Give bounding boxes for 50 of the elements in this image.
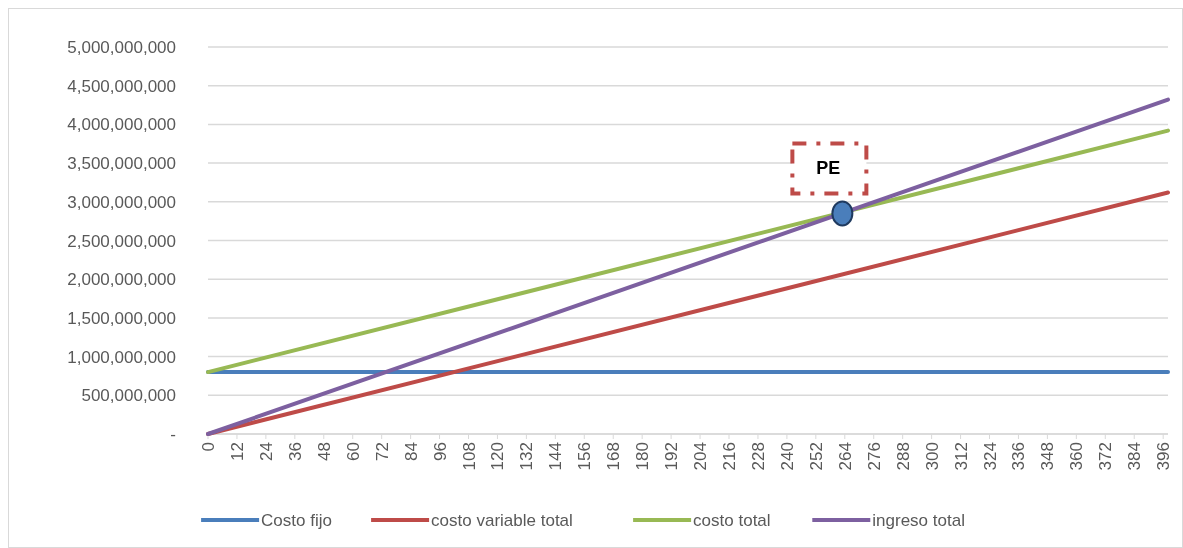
x-tick-label: 108: [459, 442, 479, 471]
x-tick-label: 276: [864, 442, 884, 471]
x-tick-label: 324: [980, 442, 1000, 471]
x-tick-label: 240: [777, 442, 797, 471]
x-tick-label: 360: [1067, 442, 1087, 471]
x-tick-label: 396: [1154, 442, 1174, 471]
y-tick-label: 2,500,000,000: [67, 231, 176, 251]
y-tick-label: 2,000,000,000: [67, 270, 176, 290]
x-tick-label: 300: [922, 442, 942, 471]
x-tick-label: 348: [1038, 442, 1058, 471]
x-tick-label: 204: [691, 442, 711, 471]
y-tick-label: 3,000,000,000: [67, 192, 176, 212]
y-tick-label: 1,500,000,000: [67, 308, 176, 328]
x-tick-label: 12: [227, 442, 247, 461]
x-tick-label: 144: [546, 442, 566, 471]
x-tick-label: 168: [604, 442, 624, 471]
x-tick-label: 312: [951, 442, 971, 471]
x-tick-label: 96: [430, 442, 450, 461]
y-tick-label: 4,500,000,000: [67, 76, 176, 96]
y-tick-label: 3,500,000,000: [67, 154, 176, 174]
x-tick-label: 264: [835, 442, 855, 471]
legend-label: costo total: [693, 511, 771, 530]
y-tick-label: 4,000,000,000: [67, 115, 176, 135]
x-tick-label: 288: [893, 442, 913, 471]
x-tick-label: 120: [488, 442, 508, 471]
y-tick-label: -: [170, 425, 176, 444]
x-tick-label: 336: [1009, 442, 1029, 471]
x-tick-label: 216: [720, 442, 740, 471]
x-tick-label: 60: [343, 442, 363, 461]
legend-label: Costo fijo: [261, 511, 332, 530]
x-tick-label: 156: [575, 442, 595, 471]
x-tick-label: 252: [806, 442, 826, 471]
y-tick-label: 1,000,000,000: [67, 347, 176, 367]
x-tick-label: 228: [748, 442, 768, 471]
annotation: PE: [816, 158, 841, 179]
x-tick-label: 24: [256, 442, 276, 461]
y-tick-label: 500,000,000: [81, 386, 176, 406]
x-tick-label: 132: [517, 442, 537, 471]
y-tick-label: 5,000,000,000: [67, 38, 176, 57]
x-tick-label: 384: [1125, 442, 1145, 471]
x-tick-label: 180: [633, 442, 653, 471]
x-tick-label: 48: [314, 442, 334, 461]
x-tick-label: 372: [1096, 442, 1116, 471]
x-tick-label: 84: [401, 442, 421, 461]
legend-label: costo variable total: [431, 511, 573, 530]
x-tick-label: 192: [662, 442, 682, 471]
legend-label: ingreso total: [872, 511, 965, 530]
x-tick-label: 36: [285, 442, 305, 461]
x-tick-label: 0: [199, 442, 218, 452]
x-tick-label: 72: [372, 442, 392, 461]
